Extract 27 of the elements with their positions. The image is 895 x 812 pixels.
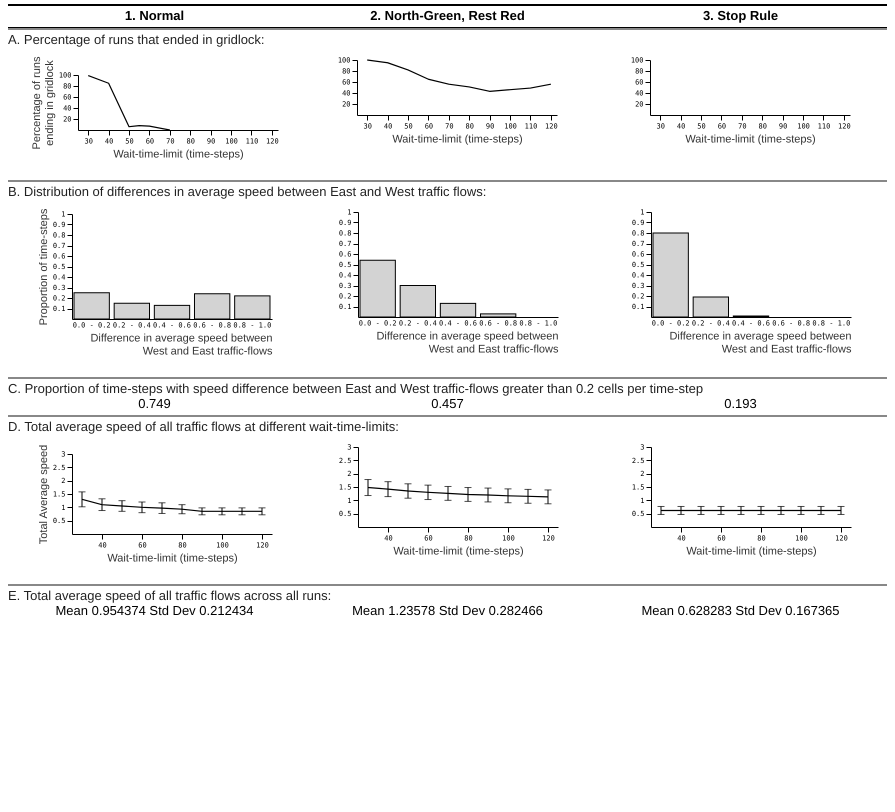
- text: A. Percentage of runs that ended in gridlock:: [8, 32, 266, 47]
- x-axis-title: Wait-time-limit (time-steps): [113, 148, 244, 160]
- text: E. Total average speed of all traffic flows across all runs:: [8, 588, 332, 603]
- text: 0.749: [137, 396, 172, 411]
- y-axis-title: Percentage of runs ending in gridlock: [30, 56, 56, 150]
- text: D. Total average speed of all traffic flows at different wait-time-limits:: [8, 419, 400, 434]
- text: 1. Normal: [124, 8, 186, 23]
- x-axis-title: Wait-time-limit (time-steps): [685, 134, 816, 146]
- x-axis-title: Difference in average speed between West and East traffic-flows: [90, 332, 273, 358]
- y-axis-title: Proportion of time-steps: [38, 208, 50, 326]
- x-axis-title: Wait-time-limit (time-steps): [686, 546, 816, 558]
- x-axis-title: Wait-time-limit (time-steps): [107, 552, 238, 564]
- text: C. Proportion of time-steps with speed difference between East and West traffic-flows greater than 0.2 cells per time-step: [8, 381, 704, 396]
- text: Mean 0.628283 Std Dev 0.167365: [640, 603, 841, 618]
- text: 0.193: [723, 396, 758, 411]
- y-axis-title: Total Average speed: [38, 444, 50, 544]
- x-axis-title: Wait-time-limit (time-steps): [392, 546, 524, 558]
- text: Mean 1.23578 Std Dev 0.282466: [351, 603, 544, 618]
- text: 0.457: [430, 396, 465, 411]
- text: Mean 0.954374 Std Dev 0.212434: [54, 603, 255, 618]
- text: 2. North-Green, Rest Red: [369, 8, 526, 23]
- line-series: [366, 59, 552, 92]
- x-axis-title: Wait-time-limit (time-steps): [392, 134, 523, 146]
- x-axis-title: Difference in average speed between West and East traffic-flows: [376, 330, 558, 356]
- text: 3. Stop Rule: [702, 8, 780, 23]
- text: B. Distribution of differences in average speed between East and West traffic flows:: [8, 184, 488, 199]
- x-axis-title: Difference in average speed between West and East traffic-flows: [668, 330, 852, 356]
